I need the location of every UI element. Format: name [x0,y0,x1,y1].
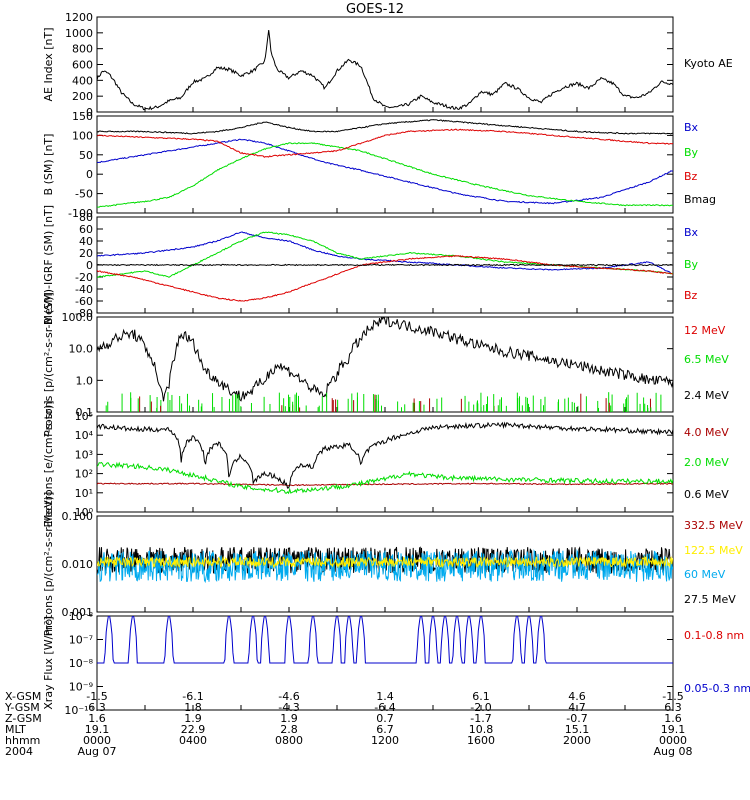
legend-label: Bz [684,170,698,183]
legend-label: By [684,146,699,159]
legend-label: 0.05-0.3 nm [684,682,750,695]
y-tick-label: 100 [72,129,93,142]
series-line-baseline [97,263,673,267]
legend-label: 12 MeV [684,324,726,337]
panel-2: 150 100 50 0 -50 -100 B (SM) [nT] Bx By Bz Bmag [42,110,716,220]
y-tick-label: 10² [75,468,93,481]
series-line-bz [97,254,673,302]
panel-7: 10⁻⁸ 10⁻⁷ 10⁻⁸ 10⁻⁹ 10⁻¹⁰ Xray Flux [W/m²] 0.1… [42,610,750,717]
y-tick-label: -60 [75,295,93,308]
y-tick-label: 10⁰ [75,506,94,519]
panel-4: 100.0 10.0 1.0 0.1 Protons [p/(cm²-s-sr-MeV)… [42,292,729,437]
series-line-bx [97,231,673,275]
y-tick-label: 200 [72,90,93,103]
panel-5: 10⁵ 10⁴ 10³ 10² 10¹ 10⁰ Electrons [e/(cm²-s-sr… [42,400,729,527]
y-tick-label: 10⁴ [75,429,94,442]
panel-frame [96,16,674,113]
y-tick-label: 100.0 [62,311,94,324]
y-tick-label: 10.0 [69,343,94,356]
legend-label: 332.5 MeV [684,519,743,532]
y-tick-label: 10⁻⁹ [69,681,93,694]
y-tick-label: 800 [72,43,93,56]
y-tick-label: 1.0 [76,374,94,387]
legend-label: Bmag [684,193,716,206]
y-tick-label: 80 [79,211,93,224]
legend-label: Bz [684,289,698,302]
y-tick-label: -80 [75,307,93,320]
y-tick-label: 400 [72,74,93,87]
y-tick-label: 0.100 [62,510,94,523]
y-axis-label: Protons [p/(cm²-s-sr-MeV)] [42,492,55,637]
y-tick-label: 50 [79,149,93,162]
y-tick-label: 0 [86,106,93,119]
series-line-2-0-mev [97,461,673,495]
series-line-by [97,231,673,278]
legend-label: 60 MeV [684,568,726,581]
legend-label: 2.0 MeV [684,456,729,469]
legend-label: 27.5 MeV [684,593,736,606]
series-line-4-0-mev [97,482,673,487]
y-tick-label: 0.010 [62,558,94,571]
y-tick-label: 40 [79,235,93,248]
legend-label: Bx [684,121,699,134]
y-tick-label: 0.1 [76,406,94,419]
chart-title: GOES-12 [345,2,404,17]
series-line-bmag [97,119,673,135]
y-tick-label: 10¹ [75,487,93,500]
y-tick-label: 10⁻⁸ [69,657,94,670]
series-line-0-6-mev [97,421,673,489]
y-tick-label: -20 [75,271,93,284]
y-tick-label: -40 [75,283,93,296]
y-tick-label: 150 [72,110,93,123]
legend-label: Bx [684,226,699,239]
legend-label: 6.5 MeV [684,353,729,366]
legend-label: 122.5 MeV [684,544,743,557]
y-tick-label: -100 [68,207,93,220]
y-tick-label: 1000 [65,27,93,40]
y-tick-label: 10⁻¹⁰ [64,704,93,717]
y-axis-label: Protons [p/(cm²-s-sr-MeV)] [42,292,55,437]
proton-band-line [97,548,673,584]
y-axis-label: Electrons [e/(cm²-s-sr)] [42,400,55,527]
y-tick-label: 10⁻⁸ [69,610,94,623]
y-axis-label: Xray Flux [W/m²] [42,616,55,709]
y-tick-label: 1200 [65,11,93,24]
y-axis-label: B (SM) [nT] [42,134,55,196]
y-tick-label: 10³ [75,448,93,461]
series-line-by [97,142,673,208]
legend-label: 2.4 MeV [684,389,729,402]
y-tick-label: 0 [86,259,93,272]
y-tick-label: 20 [79,247,93,260]
legend-label: 0.6 MeV [684,488,729,501]
y-tick-label: 10⁵ [75,410,93,423]
legend-label: Kyoto AE [684,57,733,70]
legend-label: 4.0 MeV [684,426,729,439]
series-line-kyoto-ae [97,30,673,111]
y-tick-label: 600 [72,59,93,72]
series-line-bx [97,138,673,205]
legend-label: By [684,258,699,271]
xray-short-line [97,616,673,664]
proton-band-line [97,555,673,569]
legend-label: 0.1-0.8 nm [684,629,744,642]
series-line-bz [97,128,673,158]
y-tick-label: 10⁻⁷ [69,634,93,647]
y-axis-label: B (SM)-IGRF (SM) [nT] [42,205,55,325]
y-axis-label: AE Index [nT] [42,27,55,101]
series-line-2-4-mev [97,317,673,402]
y-tick-label: 0 [86,168,93,181]
y-tick-label: 60 [79,223,93,236]
panel-1: 1200 1000 800 600 400 200 0 AE Index [nT] Kyoto … [42,11,733,119]
y-tick-label: 0.001 [62,606,94,619]
panel-6: 0.100 0.010 0.001 Protons [p/(cm²-s-sr-MeV)… [42,492,743,637]
y-tick-label: -50 [75,188,93,201]
